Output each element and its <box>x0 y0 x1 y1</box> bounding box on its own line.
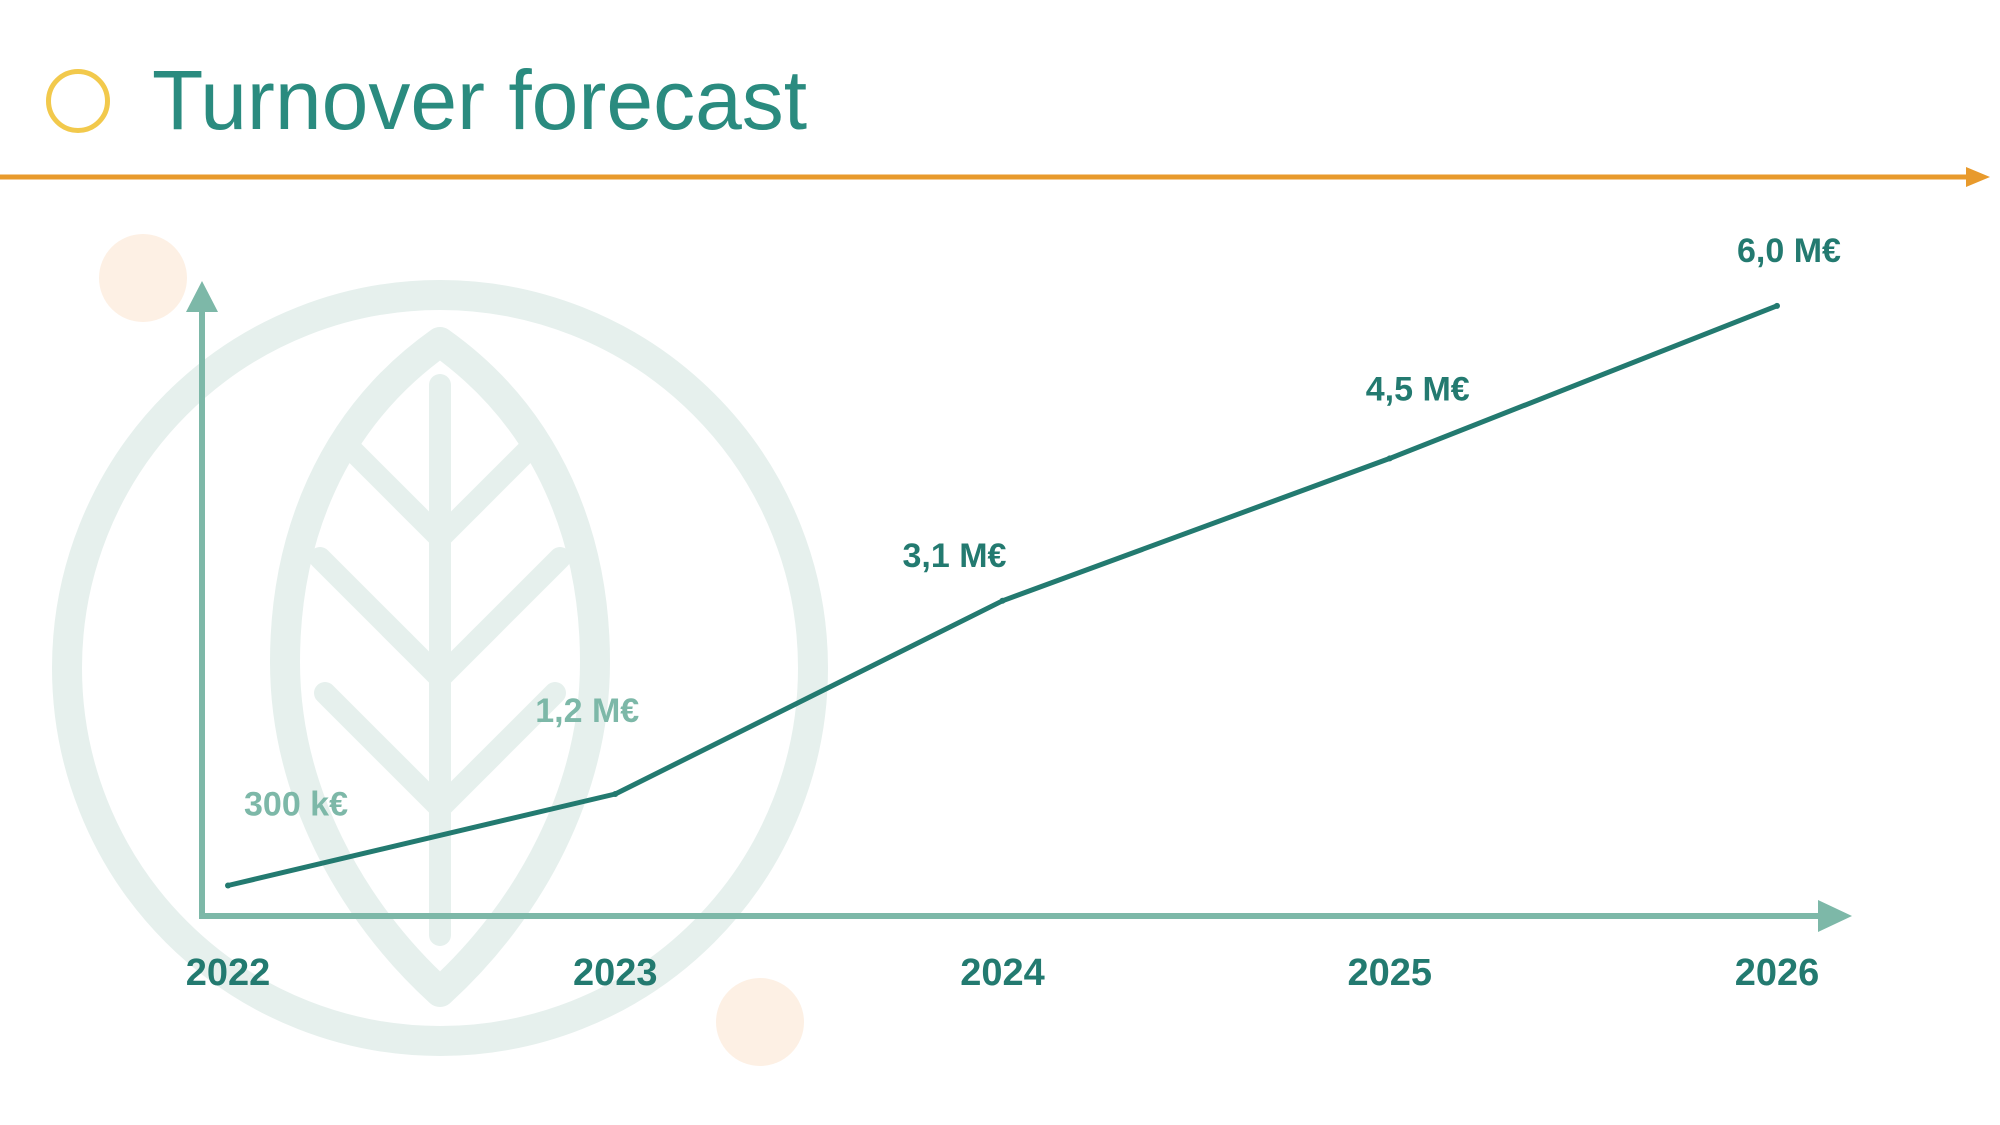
decorative-dot <box>716 978 804 1066</box>
decorative-dot <box>99 234 187 322</box>
x-tick-label: 2024 <box>960 952 1045 994</box>
y-axis <box>186 281 218 916</box>
data-label: 4,5 M€ <box>1366 370 1470 408</box>
data-point <box>999 597 1006 604</box>
data-point <box>1774 302 1780 309</box>
title-circle-icon <box>46 69 110 133</box>
x-tick-label: 2026 <box>1735 952 1820 994</box>
data-label: 300 k€ <box>244 785 348 823</box>
data-point <box>612 790 619 797</box>
data-label: 6,0 M€ <box>1737 232 1841 270</box>
x-tick-label: 2022 <box>186 952 271 994</box>
x-tick-label: 2023 <box>573 952 658 994</box>
data-point <box>1386 455 1393 462</box>
data-point <box>225 882 231 889</box>
x-axis <box>199 900 1852 932</box>
page-title: Turnover forecast <box>152 53 808 147</box>
data-label: 3,1 M€ <box>903 537 1007 575</box>
leaf-in-circle-icon <box>52 280 828 1056</box>
chart-marks: 300 k€ 1,2 M€ 3,1 M€ 4,5 M€ 6,0 M€ 2022 2023 20… <box>186 232 1841 994</box>
data-label: 1,2 M€ <box>535 692 639 730</box>
x-tick-label: 2025 <box>1347 952 1432 994</box>
header-rule <box>0 167 1990 187</box>
